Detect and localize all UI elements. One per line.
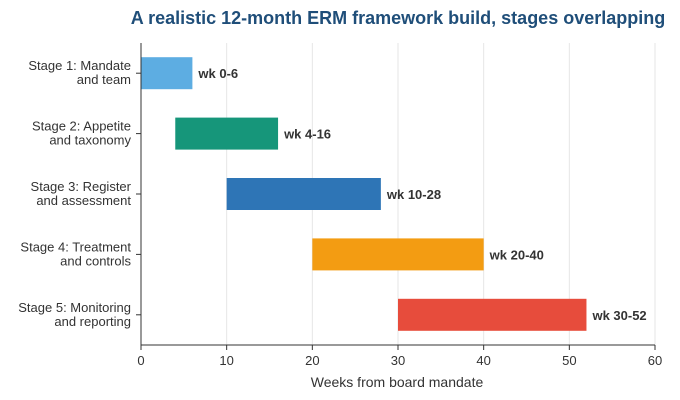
x-tick-label: 50 [562,353,576,368]
bars-group [141,57,587,331]
y-category-label-line2: and reporting [54,314,131,329]
bar-data-label: wk 4-16 [283,127,331,142]
x-tick-label: 60 [648,353,662,368]
y-category-label: Stage 2: Appetite and taxonomy [32,119,132,148]
bar-data-label: wk 10-28 [386,187,441,202]
bar [175,117,279,150]
bar-data-label: wk 30-52 [591,308,646,323]
y-category-label: Stage 1: Mandate and team [28,58,131,87]
y-category-label-line1: Stage 5: Monitoring [18,300,131,315]
x-tick-label: 20 [305,353,319,368]
y-category-label-line2: and controls [60,253,131,268]
y-category-label-line1: Stage 3: Register [31,179,132,194]
y-category-label-line2: and taxonomy [49,133,131,148]
y-category-label-line2: and assessment [36,193,131,208]
bar-data-label: wk 20-40 [489,247,544,262]
y-category-label-line2: and team [77,72,131,87]
bar [398,298,587,331]
x-tick-label: 30 [391,353,405,368]
y-category-label-line1: Stage 4: Treatment [20,239,131,254]
x-tick-label: 10 [219,353,233,368]
x-tick-label: 40 [476,353,490,368]
bar [141,57,193,90]
axes [136,43,656,350]
y-category-label: Stage 4: Treatment and controls [20,239,131,268]
chart-title: A realistic 12-month ERM framework build… [131,8,665,28]
bar [226,178,381,210]
bar-data-label: wk 0-6 [197,66,238,81]
y-category-label: Stage 5: Monitoring and reporting [18,300,131,329]
y-category-label-line1: Stage 1: Mandate [28,58,131,73]
y-category-label-line1: Stage 2: Appetite [32,119,131,134]
x-axis-label: Weeks from board mandate [311,374,484,390]
bar [312,238,484,271]
x-tick-label: 0 [137,353,144,368]
y-category-label: Stage 3: Register and assessment [31,179,132,208]
